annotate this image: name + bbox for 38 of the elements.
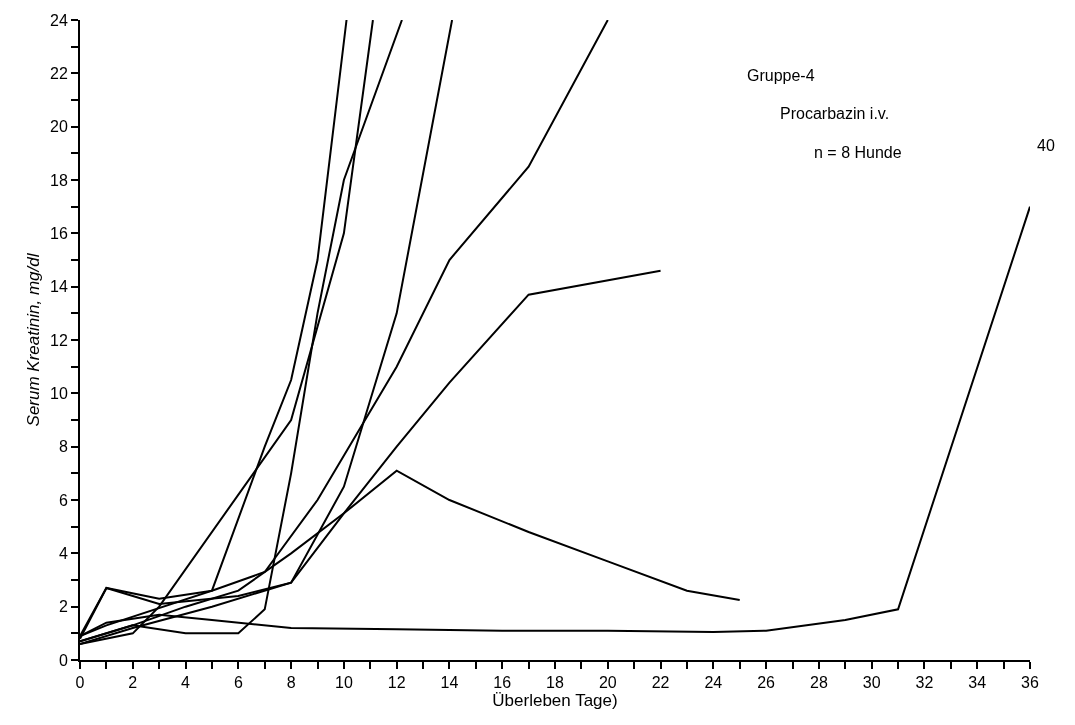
x-tick-label: 0 xyxy=(75,674,85,692)
x-tick-label: 10 xyxy=(334,674,353,692)
x-tick-label: 34 xyxy=(968,674,987,692)
y-tick-label: 24 xyxy=(50,11,68,29)
y-tick-label: 0 xyxy=(58,651,68,669)
x-tick-label: 12 xyxy=(387,674,406,692)
y-tick-label: 16 xyxy=(50,224,68,242)
y-tick-label: 18 xyxy=(50,171,68,189)
annotation: Gruppe-4 xyxy=(747,67,815,84)
annotation: Procarbazin i.v. xyxy=(780,105,890,122)
x-tick-label: 24 xyxy=(704,674,723,692)
y-tick-label: 10 xyxy=(50,384,68,402)
x-tick-label: 16 xyxy=(493,674,512,692)
x-tick-label: 26 xyxy=(757,674,776,692)
x-tick-label: 22 xyxy=(651,674,670,692)
y-tick-label: 20 xyxy=(50,118,68,136)
x-tick-label: 20 xyxy=(598,674,617,692)
y-tick-label: 8 xyxy=(58,438,68,456)
x-tick-label: 8 xyxy=(286,674,296,692)
y-tick-label: 22 xyxy=(50,64,68,82)
y-tick-label: 4 xyxy=(58,544,68,562)
x-tick-label: 18 xyxy=(546,674,564,692)
x-tick-label: 32 xyxy=(915,674,934,692)
text: 40 xyxy=(1037,137,1055,154)
y-tick-label: 2 xyxy=(58,598,68,616)
x-tick-label: 14 xyxy=(440,674,459,692)
x-tick-label: 6 xyxy=(233,674,243,692)
x-tick-label: 36 xyxy=(1021,674,1039,692)
y-axis-title: Serum Kreatinin, mg/dl xyxy=(24,252,44,427)
x-tick-label: 2 xyxy=(128,674,138,692)
x-tick-label: 4 xyxy=(181,674,191,692)
y-tick-label: 12 xyxy=(50,331,68,349)
x-tick-label: 28 xyxy=(809,674,828,692)
y-tick-label: 6 xyxy=(58,491,68,509)
y-tick-label: 14 xyxy=(50,278,68,296)
x-tick-label: 30 xyxy=(862,674,881,692)
annotation: n = 8 Hunde xyxy=(814,144,902,161)
x-axis-title: Überleben Tage) xyxy=(492,691,618,711)
